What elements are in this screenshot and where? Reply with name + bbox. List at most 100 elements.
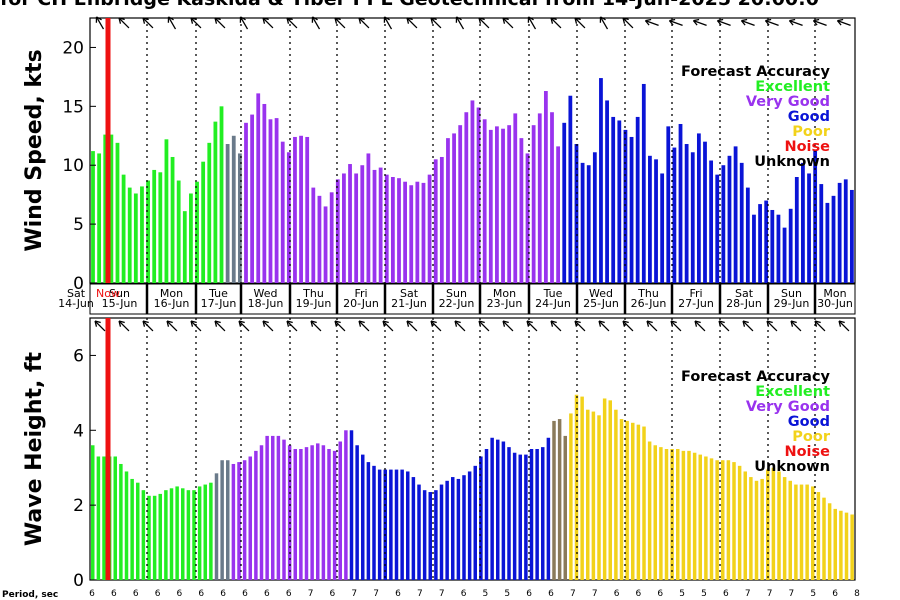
date-label: 18-Jun	[248, 297, 284, 310]
bar	[617, 120, 622, 283]
direction-arrow	[622, 320, 634, 332]
bar	[219, 106, 224, 283]
bar	[403, 181, 408, 283]
bar	[133, 193, 138, 283]
day-of-week-label: Sat	[400, 287, 419, 300]
bar	[557, 419, 562, 580]
bar	[660, 173, 665, 283]
period-label: Period, sec	[2, 590, 58, 600]
bar	[484, 449, 489, 580]
bar	[501, 441, 506, 580]
bar	[220, 460, 224, 580]
bar	[397, 178, 401, 283]
bar	[96, 456, 101, 580]
bar	[421, 182, 426, 283]
bar	[181, 488, 185, 580]
bar	[127, 187, 132, 283]
day-of-week-label: Mon	[823, 287, 846, 300]
bar	[794, 177, 799, 283]
bar	[268, 119, 273, 283]
direction-arrow	[454, 320, 466, 332]
bar	[250, 114, 255, 283]
direction-arrow	[286, 320, 298, 332]
bar	[360, 165, 365, 283]
day-band	[89, 283, 856, 315]
bar	[737, 465, 742, 580]
direction-arrow	[406, 17, 418, 29]
direction-arrow	[694, 320, 706, 332]
bar	[473, 465, 477, 580]
bar	[580, 396, 584, 580]
bar	[121, 174, 126, 283]
bar	[186, 490, 191, 580]
bar	[344, 430, 348, 580]
now-label: Now	[96, 287, 120, 300]
date-label: 26-Jun	[631, 297, 667, 310]
y-tick-label: 5	[73, 215, 84, 235]
direction-arrow	[406, 320, 418, 332]
day-of-week-label: Tue	[543, 287, 563, 300]
direction-arrow	[646, 320, 658, 332]
bar	[552, 420, 556, 580]
date-label: 21-Jun	[391, 297, 427, 310]
bar	[592, 152, 597, 283]
direction-arrow	[166, 320, 178, 332]
bar	[244, 122, 248, 283]
bar	[676, 449, 680, 580]
bar	[287, 445, 292, 580]
bar	[541, 447, 545, 580]
bar	[349, 430, 354, 580]
bar	[760, 478, 764, 580]
bar	[850, 514, 854, 580]
period-value: 6	[832, 589, 838, 599]
bar	[758, 204, 762, 283]
period-value: 7	[570, 589, 576, 599]
direction-arrow	[382, 320, 394, 332]
bar	[197, 486, 202, 580]
legend-entry: Noise	[784, 444, 830, 460]
bar	[237, 153, 242, 283]
bar	[394, 469, 399, 580]
bar	[332, 450, 337, 580]
bar	[831, 195, 836, 283]
bar	[91, 445, 95, 580]
bar	[470, 100, 475, 283]
legend-entry: Excellent	[755, 79, 830, 95]
y-axis-label: Wave Height, ft	[22, 351, 47, 546]
bar	[488, 129, 493, 283]
bar	[849, 189, 854, 283]
bar	[446, 138, 450, 283]
direction-arrow	[622, 17, 634, 29]
bar	[458, 125, 463, 284]
bar	[664, 449, 669, 580]
date-label: 17-Jun	[201, 297, 237, 310]
day-of-week-label: Mon	[493, 287, 516, 300]
bar	[293, 449, 297, 580]
bar	[625, 420, 629, 580]
bar	[409, 185, 414, 283]
bar	[745, 187, 750, 283]
bar	[214, 473, 219, 580]
bar	[799, 484, 804, 580]
bar	[445, 480, 449, 580]
direction-arrow	[286, 17, 298, 29]
bar	[119, 463, 123, 580]
bar	[819, 184, 824, 283]
bar	[113, 456, 117, 580]
bar	[569, 413, 573, 580]
direction-arrow	[142, 17, 154, 29]
bar	[672, 147, 677, 283]
bar	[754, 480, 759, 580]
bar	[182, 211, 187, 283]
period-value: 6	[548, 589, 554, 599]
direction-arrow	[526, 320, 538, 332]
bar	[304, 447, 309, 580]
bar	[827, 503, 832, 580]
day-of-week-label: Sun	[446, 287, 467, 300]
bar	[109, 134, 114, 283]
legend-entry: Good	[788, 414, 830, 430]
direction-arrow	[455, 16, 465, 30]
bar	[807, 173, 811, 283]
bar	[377, 469, 382, 580]
